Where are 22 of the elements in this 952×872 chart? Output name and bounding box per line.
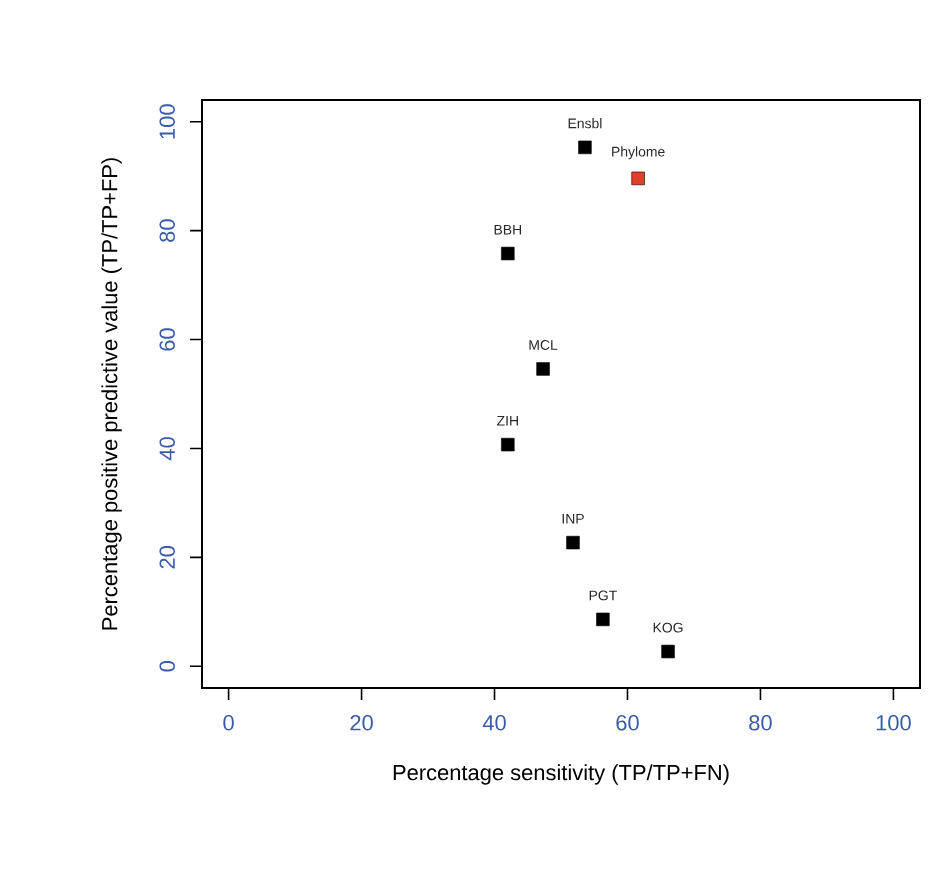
point (501, 246, 515, 261)
point (661, 644, 675, 659)
y-tick-label: 0 (159, 661, 175, 672)
point (536, 362, 550, 376)
y-axis-title: Percentage positive predictive value (TP/TP+FP) (101, 158, 122, 630)
y-tick-label: 100 (159, 104, 175, 139)
point (596, 612, 610, 627)
point (566, 535, 580, 550)
x-tick-label: 0 (223, 715, 234, 731)
x-tick-label: 40 (482, 715, 506, 731)
y-tick-label: 80 (159, 219, 175, 242)
x-tick-label: 20 (350, 715, 373, 731)
x-tick-label: 80 (749, 715, 772, 731)
point (501, 437, 515, 452)
x-tick-label: 60 (616, 715, 639, 731)
point (578, 140, 592, 155)
x-tick-label: 100 (876, 715, 911, 731)
x-axis-title: Percentage sensitivity (TP/TP+FN) (393, 764, 729, 785)
y-tick-label: 60 (159, 328, 175, 351)
y-tick-label: 20 (159, 546, 175, 569)
point (631, 171, 645, 186)
y-tick-label: 40 (159, 437, 175, 461)
